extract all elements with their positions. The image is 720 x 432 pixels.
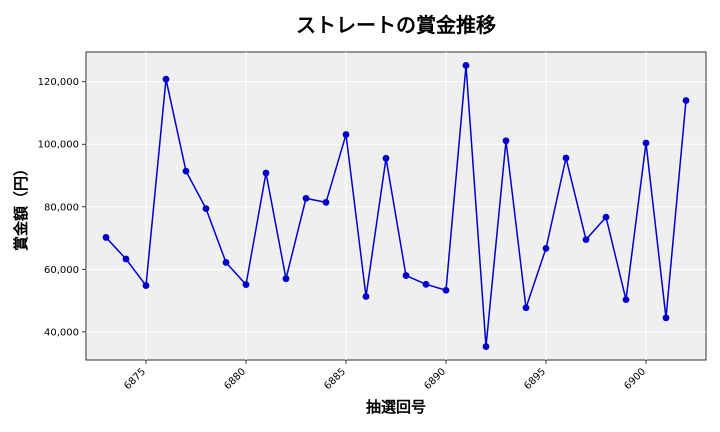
data-point xyxy=(502,137,510,145)
data-point xyxy=(222,259,230,266)
data-point xyxy=(522,304,530,312)
data-point xyxy=(662,314,670,322)
series-group xyxy=(102,62,690,350)
x-axis-label: 抽選回号 xyxy=(366,398,426,416)
y-tick-label: 40,000 xyxy=(44,327,79,338)
y-tick-label: 100,000 xyxy=(38,140,79,151)
grid-lines xyxy=(86,52,706,360)
x-tick-label: 6890 xyxy=(422,366,448,392)
data-point xyxy=(342,131,350,138)
data-point xyxy=(682,97,690,104)
data-point xyxy=(642,139,650,147)
x-tick-label: 6880 xyxy=(222,366,248,392)
data-point xyxy=(102,234,110,241)
data-point xyxy=(542,244,550,252)
data-point xyxy=(602,213,610,221)
data-point xyxy=(462,62,470,69)
y-tick-label: 60,000 xyxy=(44,265,79,276)
data-point xyxy=(482,343,490,350)
data-point xyxy=(242,281,250,289)
data-point xyxy=(142,282,150,289)
data-point xyxy=(362,293,370,300)
chart-title: ストレートの賞金推移 xyxy=(296,13,496,37)
data-point xyxy=(622,296,630,304)
y-axis-label: 賞金額（円） xyxy=(12,161,30,251)
x-tick-label: 6895 xyxy=(522,366,548,392)
x-tick-label: 6885 xyxy=(322,366,348,392)
data-point xyxy=(302,194,310,202)
series-line xyxy=(105,64,687,348)
x-tick-label: 6900 xyxy=(622,366,648,392)
plot-area xyxy=(85,51,707,361)
data-point xyxy=(402,272,410,279)
y-tick-label: 120,000 xyxy=(38,77,79,88)
x-axis-ticks: 6875 6880 6885 6890 6895 6900 xyxy=(122,360,648,392)
data-point xyxy=(182,167,190,175)
x-tick-label: 6875 xyxy=(122,366,148,392)
y-tick-label: 80,000 xyxy=(44,202,79,213)
data-point xyxy=(202,205,210,213)
data-point xyxy=(262,169,270,177)
data-point xyxy=(162,75,170,83)
y-axis-ticks: 40,000 60,000 80,000 100,000 120,000 xyxy=(38,77,86,338)
data-point xyxy=(562,154,570,162)
data-point xyxy=(282,275,290,283)
data-point xyxy=(582,236,590,244)
data-point xyxy=(442,286,450,294)
data-point xyxy=(322,199,330,206)
data-point xyxy=(122,255,130,263)
data-point xyxy=(422,280,430,288)
data-point xyxy=(382,154,390,162)
